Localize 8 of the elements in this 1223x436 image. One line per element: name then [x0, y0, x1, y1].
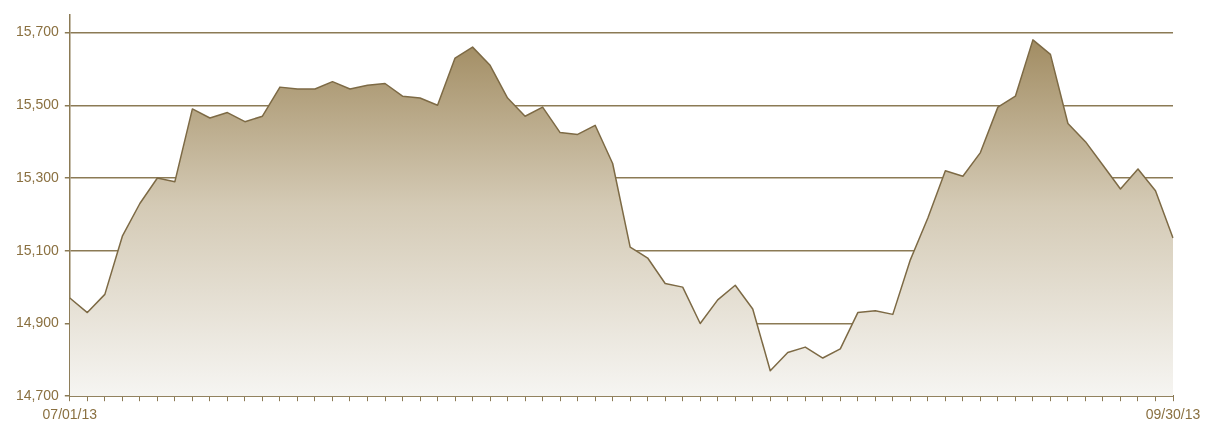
x-tick-label: 07/01/13 — [42, 406, 98, 423]
x-tick-label: 09/30/13 — [1145, 406, 1201, 423]
y-tick-label: 15,700 — [15, 23, 60, 40]
y-tick-label: 15,300 — [15, 168, 60, 185]
y-tick-label: 15,500 — [15, 96, 60, 113]
y-tick-label: 14,700 — [15, 387, 60, 404]
y-tick-label: 15,100 — [15, 241, 60, 258]
y-tick-label: 14,900 — [15, 314, 60, 331]
